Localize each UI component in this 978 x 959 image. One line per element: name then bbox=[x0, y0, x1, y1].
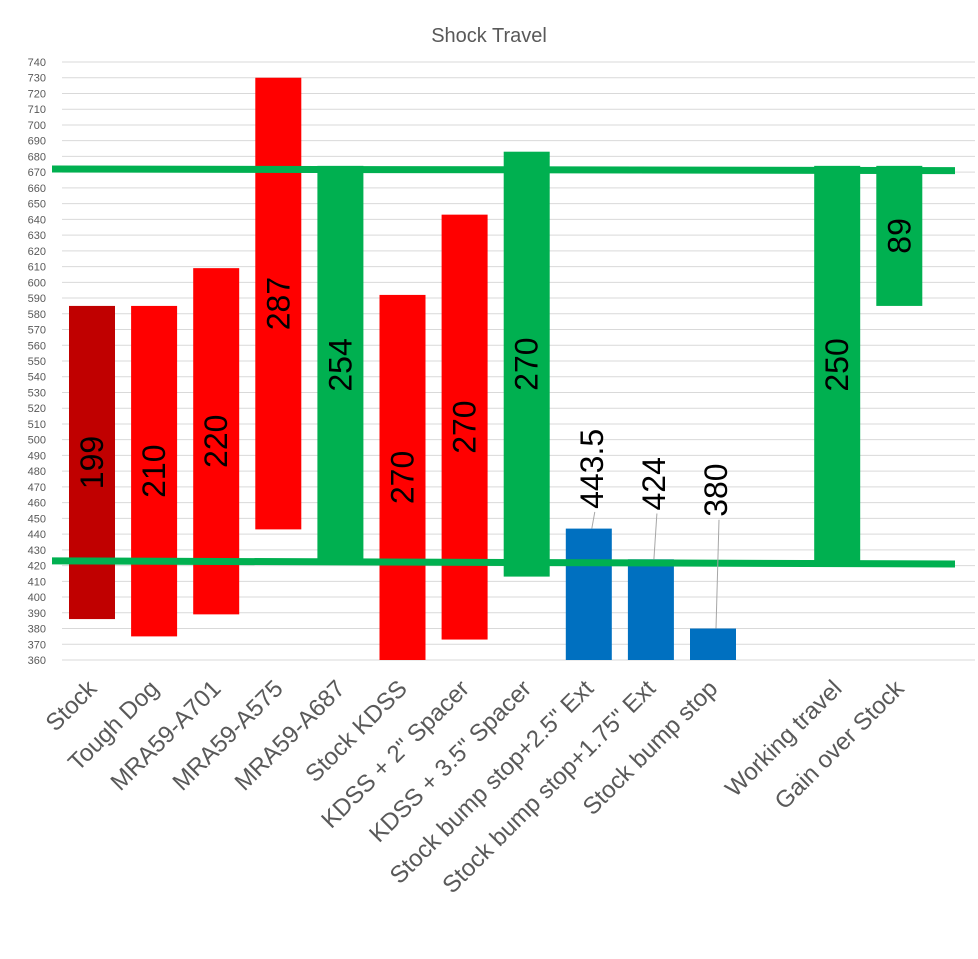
y-tick-label: 410 bbox=[28, 576, 46, 588]
data-label: 220 bbox=[198, 415, 234, 468]
y-tick-label: 500 bbox=[28, 435, 46, 447]
reference-line bbox=[51, 557, 956, 568]
y-tick-label: 630 bbox=[28, 230, 46, 242]
bar bbox=[876, 165, 923, 306]
y-tick-label: 400 bbox=[28, 592, 46, 604]
y-tick-label: 650 bbox=[28, 199, 46, 211]
data-label: 270 bbox=[509, 337, 545, 390]
bar bbox=[503, 151, 550, 577]
y-tick-label: 560 bbox=[28, 340, 46, 352]
y-tick-label: 370 bbox=[28, 639, 46, 651]
y-tick-label: 730 bbox=[28, 73, 46, 85]
y-tick-label: 530 bbox=[28, 387, 46, 399]
y-tick-label: 460 bbox=[28, 498, 46, 510]
y-tick-label: 620 bbox=[28, 246, 46, 258]
data-label: 89 bbox=[881, 218, 917, 254]
y-tick-label: 470 bbox=[28, 482, 46, 494]
y-tick-label: 640 bbox=[28, 214, 46, 226]
y-tick-label: 580 bbox=[28, 309, 46, 321]
y-tick-label: 390 bbox=[28, 608, 46, 620]
y-tick-label: 610 bbox=[28, 262, 46, 274]
chart-title: Shock Travel bbox=[431, 25, 547, 47]
data-label: 287 bbox=[260, 277, 296, 330]
y-tick-label: 690 bbox=[28, 136, 46, 148]
label-leader-line bbox=[653, 513, 658, 560]
data-label: 199 bbox=[74, 436, 110, 489]
data-label: 424 bbox=[636, 457, 672, 510]
data-label: 254 bbox=[322, 338, 358, 391]
data-label: 210 bbox=[136, 444, 172, 497]
y-tick-label: 740 bbox=[28, 57, 46, 69]
bar bbox=[565, 528, 612, 660]
bar bbox=[690, 628, 736, 660]
y-tick-label: 480 bbox=[28, 466, 46, 478]
y-tick-label: 430 bbox=[28, 545, 46, 557]
y-tick-label: 590 bbox=[28, 293, 46, 305]
data-label: 250 bbox=[819, 338, 855, 391]
y-tick-label: 360 bbox=[28, 655, 46, 667]
y-tick-label: 670 bbox=[28, 167, 46, 179]
label-leader-line bbox=[715, 519, 720, 629]
y-tick-label: 720 bbox=[28, 88, 46, 100]
y-tick-label: 570 bbox=[28, 325, 46, 337]
y-tick-label: 680 bbox=[28, 151, 46, 163]
y-tick-label: 600 bbox=[28, 277, 46, 289]
data-labels: 199 210 220 287 254 270 270 270 443.5 424 380 250 89 bbox=[74, 218, 917, 629]
y-tick-label: 510 bbox=[28, 419, 46, 431]
bar bbox=[317, 165, 364, 565]
data-label: 380 bbox=[698, 463, 734, 516]
bar bbox=[379, 294, 426, 660]
bar bbox=[193, 268, 240, 615]
y-tick-label: 710 bbox=[28, 104, 46, 116]
bar bbox=[69, 305, 115, 620]
bar bbox=[255, 77, 302, 530]
y-tick-label: 520 bbox=[28, 403, 46, 415]
y-tick-label: 450 bbox=[28, 513, 46, 525]
y-tick-label: 550 bbox=[28, 356, 46, 368]
data-label: 443.5 bbox=[574, 429, 610, 509]
y-tick-label: 660 bbox=[28, 183, 46, 195]
label-leader-line bbox=[591, 511, 596, 529]
bars bbox=[69, 77, 923, 660]
reference-lines bbox=[51, 165, 956, 568]
bar bbox=[441, 214, 488, 640]
bar bbox=[814, 165, 861, 565]
y-tick-label: 440 bbox=[28, 529, 46, 541]
y-tick-label: 700 bbox=[28, 120, 46, 132]
bar bbox=[627, 559, 674, 660]
y-tick-label: 540 bbox=[28, 372, 46, 384]
data-label: 270 bbox=[385, 451, 421, 504]
bar bbox=[131, 305, 178, 637]
data-label: 270 bbox=[447, 400, 483, 453]
y-axis-ticks: 360 370 380 390 400 410 420 430 440 450 460 470 480 4… bbox=[28, 57, 46, 667]
y-tick-label: 420 bbox=[28, 561, 46, 573]
y-tick-label: 380 bbox=[28, 624, 46, 636]
reference-line bbox=[51, 165, 956, 175]
y-tick-label: 490 bbox=[28, 450, 46, 462]
